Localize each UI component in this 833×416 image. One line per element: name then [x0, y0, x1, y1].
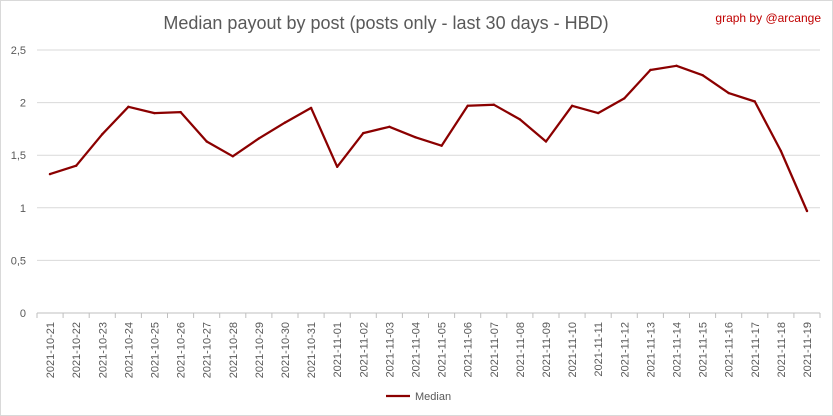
data-point	[805, 209, 809, 213]
data-point	[596, 111, 600, 115]
x-tick-label: 2021-11-15	[698, 322, 710, 377]
data-point	[675, 64, 678, 67]
data-point	[101, 133, 104, 136]
data-point	[205, 140, 208, 143]
x-tick-label: 2021-11-14	[671, 322, 683, 377]
x-tick-label: 2021-10-24	[123, 322, 135, 378]
x-tick-label: 2021-11-07	[489, 322, 501, 377]
x-tick-label: 2021-11-06	[463, 322, 475, 377]
data-point	[727, 91, 730, 95]
data-point	[257, 137, 261, 140]
x-tick-label: 2021-11-13	[645, 322, 657, 377]
y-tick-label: 0	[20, 308, 26, 320]
y-tick-label: 2	[20, 98, 26, 110]
data-point	[492, 103, 495, 106]
data-point	[283, 121, 287, 124]
data-point	[649, 68, 652, 72]
x-tick-label: 2021-10-31	[306, 322, 318, 378]
x-tick-label: 2021-11-18	[776, 322, 788, 377]
x-tick-label: 2021-10-30	[280, 322, 292, 378]
y-tick-label: 1,5	[11, 150, 26, 162]
x-tick-label: 2021-11-02	[358, 322, 370, 377]
x-axis: 2021-10-21 2021-10-22 2021-10-23 2021-10-24…	[36, 312, 821, 378]
x-tick-label: 2021-10-21	[45, 322, 57, 378]
x-tick-label: 2021-11-17	[750, 322, 762, 377]
data-point	[75, 164, 78, 167]
x-tick-label: 2021-11-05	[437, 322, 449, 377]
x-tick-label: 2021-11-16	[724, 322, 736, 377]
data-point	[388, 125, 391, 128]
x-tick-label: 2021-10-22	[71, 322, 83, 378]
data-point	[466, 104, 469, 108]
data-point	[231, 155, 234, 158]
x-tick-label: 2021-11-11	[593, 322, 605, 377]
data-point	[440, 144, 443, 147]
y-tick-label: 0,5	[11, 255, 26, 267]
x-tick-label: 2021-11-12	[619, 322, 631, 377]
data-point	[336, 165, 339, 168]
x-tick-label: 2021-10-25	[149, 322, 161, 378]
data-point	[570, 104, 574, 108]
x-tick-label: 2021-11-19	[802, 322, 814, 377]
data-point	[518, 118, 522, 121]
x-tick-label: 2021-11-04	[410, 322, 422, 377]
series-line-median	[48, 64, 809, 213]
data-point	[179, 110, 182, 114]
x-tick-label: 2021-10-29	[254, 322, 266, 378]
data-point	[48, 172, 52, 176]
series-layer	[48, 64, 809, 213]
data-point	[779, 149, 783, 153]
x-tick-label: 2021-11-10	[567, 322, 579, 377]
y-tick-label: 1	[20, 203, 26, 215]
chart-credit: graph by @arcange	[715, 11, 821, 25]
data-point	[753, 100, 756, 103]
y-axis: 0 0,5 1 1,5 2 2,5	[11, 45, 26, 320]
x-tick-label: 2021-11-01	[332, 322, 344, 377]
data-point	[362, 131, 365, 135]
x-tick-label: 2021-10-23	[97, 322, 109, 378]
x-tick-label: 2021-10-26	[176, 322, 188, 378]
x-tick-label: 2021-10-27	[202, 322, 214, 378]
x-tick-label: 2021-10-28	[228, 322, 240, 378]
data-point	[544, 140, 548, 143]
grid-lines	[37, 49, 820, 261]
data-point	[414, 136, 417, 139]
data-point	[623, 97, 626, 100]
legend: Median	[386, 391, 451, 403]
x-tick-label: 2021-11-08	[515, 322, 527, 377]
data-point	[127, 105, 130, 109]
legend-label: Median	[415, 391, 451, 403]
y-tick-label: 2,5	[11, 45, 26, 57]
chart-title: Median payout by post (posts only - last…	[163, 13, 608, 33]
x-tick-label: 2021-11-09	[541, 322, 553, 377]
data-point	[153, 111, 156, 115]
x-tick-label: 2021-11-03	[384, 322, 396, 377]
data-point	[701, 74, 704, 77]
data-point	[309, 106, 313, 110]
